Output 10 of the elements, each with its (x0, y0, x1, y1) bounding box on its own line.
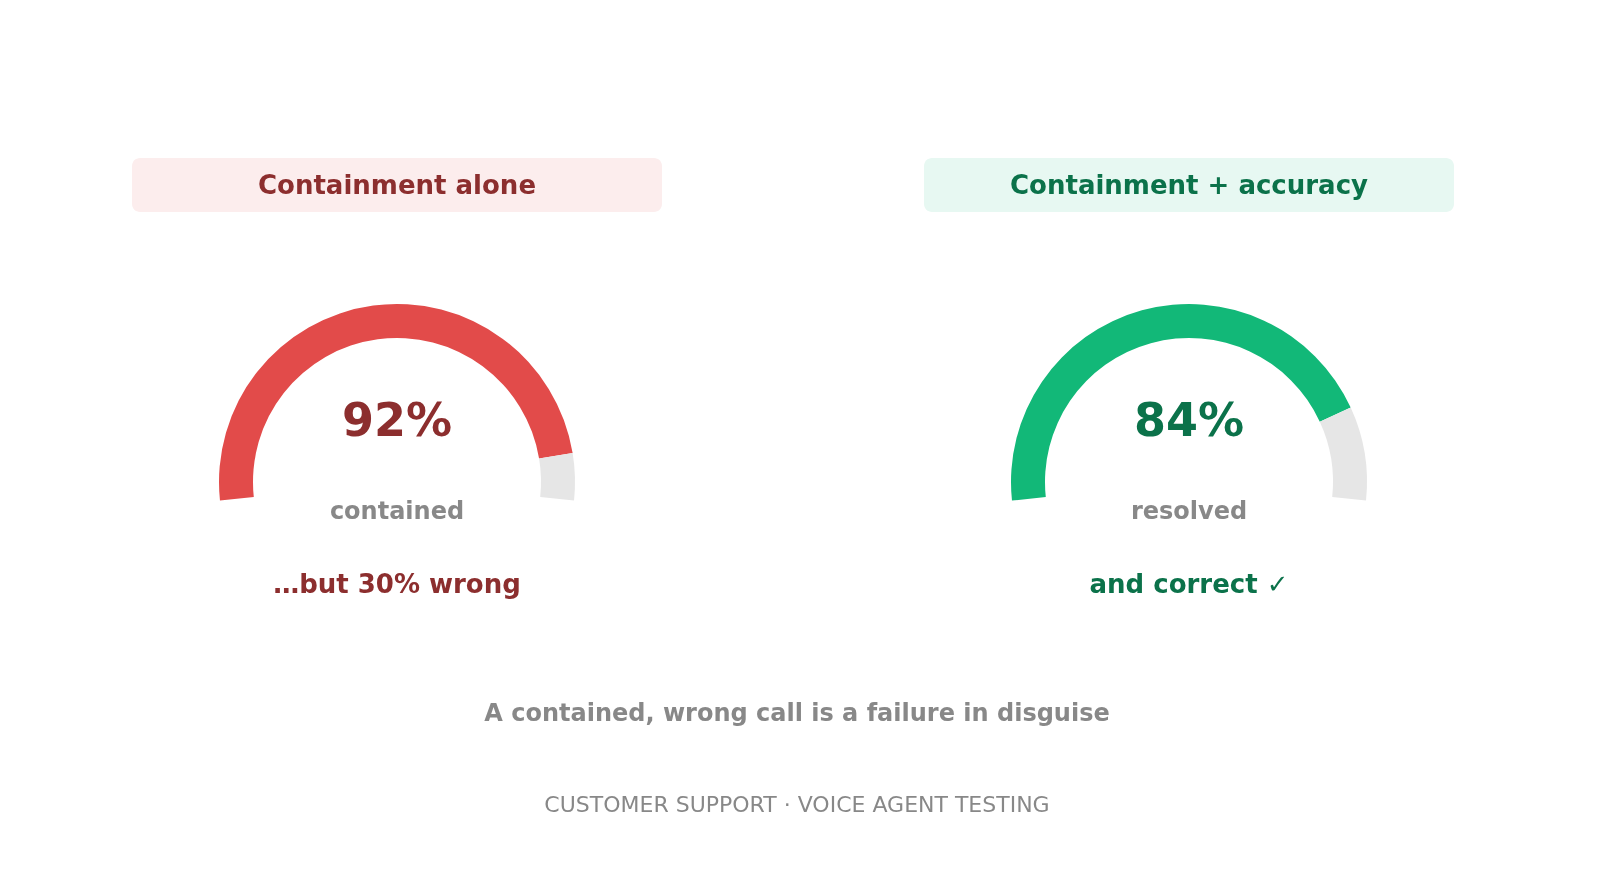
text: resolved (1130, 497, 1248, 525)
text: …but 30% wrong (273, 569, 521, 599)
text: contained (329, 497, 465, 525)
text: A contained, wrong call is a failure in disguise (484, 699, 1110, 727)
text: and correct ✓ (1089, 569, 1289, 599)
data-label: 84% (1133, 393, 1245, 447)
text: CUSTOMER SUPPORT · VOICE AGENT TESTING (544, 792, 1050, 817)
chart-title: Containment + accuracy (1009, 170, 1369, 200)
data-label: 92% (341, 393, 453, 447)
chart-title: Containment alone (257, 170, 537, 200)
